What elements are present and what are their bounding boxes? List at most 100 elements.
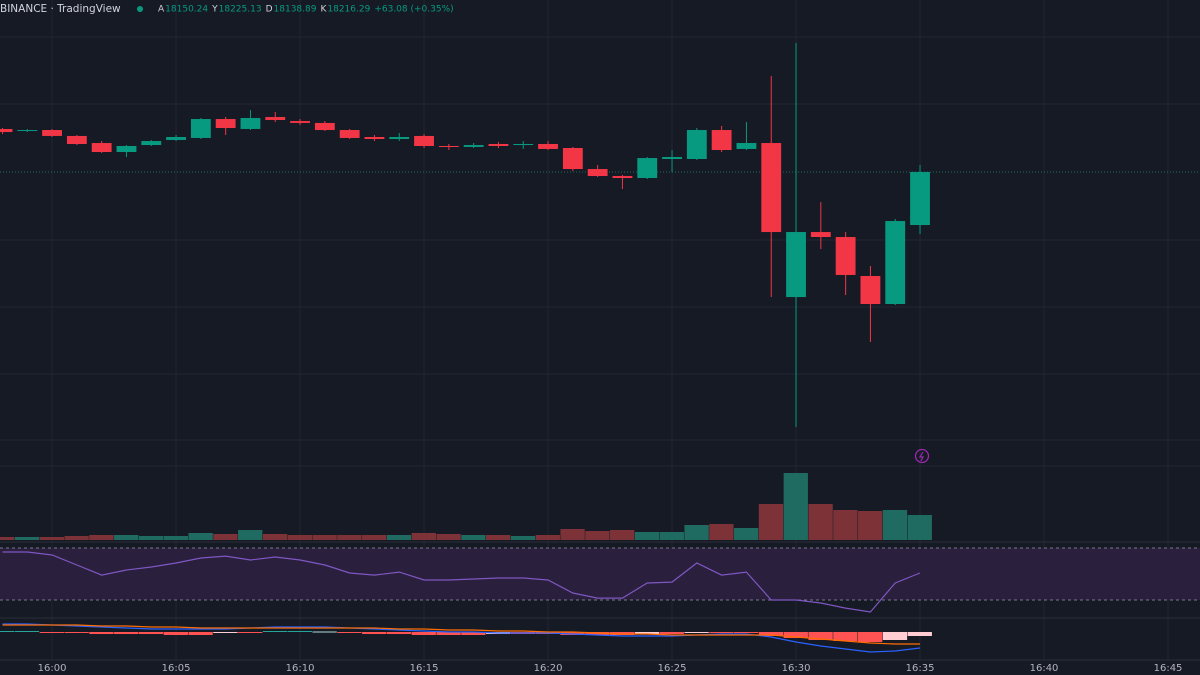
candle-body [0, 128, 13, 133]
volume-bar [411, 533, 436, 540]
ohlc-label: Y [211, 5, 218, 15]
candle-body [215, 119, 236, 129]
candle-body [141, 141, 162, 146]
volume-bar [808, 504, 833, 540]
macd-histogram-bar [634, 632, 660, 634]
source-label: BINANCE · TradingView [0, 3, 121, 15]
event-icon[interactable] [914, 448, 930, 464]
event-icon-bolt [918, 451, 924, 462]
rsi-line [2, 551, 921, 613]
volume-bar [758, 504, 784, 540]
macd-histogram-bar [734, 632, 759, 633]
volume-bar [188, 533, 213, 540]
candle-body [637, 158, 658, 179]
volume-bar [89, 535, 114, 540]
volume-bar [213, 534, 238, 540]
status-dot [137, 6, 143, 12]
volume-bar [362, 535, 387, 540]
macd-histogram-bar [882, 632, 908, 640]
ohlc-value: 18150.24 [165, 5, 208, 15]
ohlc-value: 18225.13 [219, 5, 262, 15]
volume-bar [64, 536, 89, 540]
macd-histogram-bar [337, 632, 362, 633]
x-tick-label: 16:45 [1154, 663, 1183, 674]
x-tick-label: 16:05 [162, 663, 191, 674]
candle-body [389, 137, 410, 140]
volume-bar [287, 535, 312, 540]
volume-bar [14, 537, 40, 540]
volume-bar [734, 528, 759, 540]
rsi-band [0, 548, 1200, 600]
candle-body [364, 137, 385, 140]
volume-bar [114, 535, 139, 540]
volume-bar [436, 534, 461, 540]
candle-body [910, 172, 930, 226]
candle-body [414, 135, 434, 146]
volume-bar [684, 525, 709, 540]
volume-bar [907, 515, 932, 540]
x-tick-label: 16:00 [38, 663, 67, 674]
candle-body [314, 122, 335, 131]
candle-body [786, 232, 806, 298]
candle-body [538, 143, 558, 149]
signal-line [2, 624, 920, 645]
candle-body [711, 130, 732, 151]
macd-histogram-bar [436, 632, 461, 635]
candle-body [166, 137, 186, 140]
volume-bar [0, 537, 15, 540]
volume-bar [858, 511, 883, 540]
macd-histogram-bar [114, 632, 139, 634]
x-tick-label: 16:30 [782, 663, 811, 674]
volume-bar [510, 536, 536, 540]
candle-body [42, 130, 62, 136]
candle-body [562, 148, 583, 170]
macd-histogram-bar [907, 632, 932, 636]
volume-bar [610, 530, 635, 540]
candle-body [438, 145, 459, 147]
candle-body [265, 117, 286, 120]
macd-histogram-bar [684, 632, 709, 633]
macd-histogram-bar [362, 632, 387, 634]
macd-histogram-bar [238, 632, 263, 633]
volume-bar [560, 529, 585, 540]
volume-bar [535, 535, 560, 540]
x-tick-label: 16:15 [410, 663, 439, 674]
candle-body [612, 176, 633, 179]
volume-bar [138, 536, 164, 540]
macd-histogram-bar [188, 632, 213, 635]
ohlc-value: 18138.89 [274, 5, 317, 15]
change-value: +63.08 (+0.35%) [374, 5, 453, 15]
macd-histogram-bar [312, 631, 337, 633]
candle-body [662, 156, 682, 159]
candle-body [66, 135, 87, 144]
horizontal-grid [0, 36, 1200, 467]
macd-histogram-bar [461, 632, 486, 635]
candle-body [190, 119, 211, 138]
volume-bar [312, 535, 337, 540]
x-tick-label: 16:10 [286, 663, 315, 674]
macd-histogram-bar [287, 631, 312, 632]
candle-body [488, 143, 509, 146]
macd-histogram-bar [64, 632, 89, 633]
volume-bar [262, 534, 288, 540]
macd-histogram-bar [89, 632, 114, 634]
macd-histogram-bar [0, 631, 15, 632]
volume-bar [238, 530, 263, 540]
x-tick-label: 16:35 [906, 663, 935, 674]
volume-bar [39, 537, 64, 540]
candle-body [761, 143, 782, 233]
candle-body [290, 121, 310, 123]
volume-bar [486, 535, 511, 540]
volume-bar [337, 535, 362, 540]
candle-body [686, 130, 707, 159]
candle-body [339, 130, 360, 138]
x-tick-label: 16:20 [534, 663, 563, 674]
volume-bar [461, 535, 486, 540]
ohlc-label: A [158, 5, 165, 15]
candle-body [587, 169, 608, 177]
macd-histogram-bar [138, 632, 164, 634]
volume-bar [659, 532, 684, 540]
volume-bar [386, 535, 412, 540]
